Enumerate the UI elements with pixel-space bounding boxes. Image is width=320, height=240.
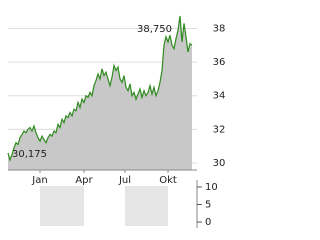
x-tick-label: Apr	[75, 175, 93, 186]
y-tick-label: 36	[213, 57, 226, 68]
y-tick-label: 34	[213, 91, 226, 102]
volume-tick-label: 10	[205, 182, 218, 193]
x-tick-label: Okt	[159, 175, 177, 186]
period-band	[40, 186, 84, 226]
annotation: 38,750	[137, 24, 172, 35]
period-band	[125, 186, 168, 226]
annotation: 30,175	[12, 149, 47, 160]
area	[8, 15, 192, 171]
volume-tick-label: 5	[205, 200, 211, 211]
y-tick-label: 30	[213, 158, 226, 169]
y-tick-label: 38	[213, 23, 226, 34]
price-line	[7, 15, 193, 162]
chart: 30 32 34 36 38 Jan Apr Jul Okt 38,750 30,175 0 5 10	[7, 15, 226, 228]
y-tick-label: 32	[213, 124, 226, 135]
x-tick-label: Jan	[31, 175, 47, 186]
x-tick-label: Jul	[118, 175, 131, 186]
volume-tick-label: 0	[205, 217, 211, 228]
